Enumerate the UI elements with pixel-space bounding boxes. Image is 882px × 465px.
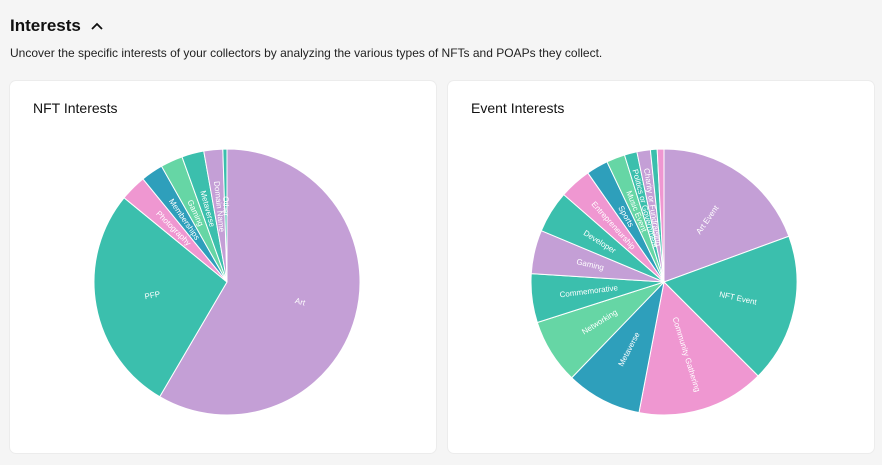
nft-interests-card: NFT Interests Art PFP Photography Membershi… xyxy=(10,81,436,453)
pie-slice-slice-14[interactable] xyxy=(656,148,665,283)
section-description: Uncover the specific interests of your c… xyxy=(10,46,603,60)
pie-slice-community-gathering[interactable] xyxy=(638,280,759,416)
nft-interests-pie-chart: ArtPFPPhotographyMembershipsGamingMetave… xyxy=(93,148,361,416)
pie-slice-other[interactable] xyxy=(222,148,228,283)
nft-card-title: NFT Interests xyxy=(33,100,118,116)
section-header: Interests xyxy=(10,16,105,36)
pie-slice-art-event[interactable] xyxy=(663,148,790,283)
pie-slice-pfp[interactable] xyxy=(93,197,228,398)
chevron-up-icon[interactable] xyxy=(89,18,105,34)
pie-label-art: Art xyxy=(294,296,307,308)
pie-label-other: Other xyxy=(221,196,230,216)
pie-slice-nft-event[interactable] xyxy=(663,235,798,377)
pie-slice-art[interactable] xyxy=(159,148,361,416)
event-card-title: Event Interests xyxy=(471,100,565,116)
section-title: Interests xyxy=(10,16,81,35)
pie-label-pfp: PFP xyxy=(144,290,161,302)
event-interests-card: Event Interests Art Event NFT Event Commun… xyxy=(448,81,874,453)
